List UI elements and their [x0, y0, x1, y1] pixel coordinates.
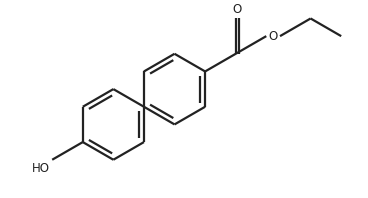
Text: O: O [268, 30, 277, 43]
Text: O: O [233, 3, 242, 15]
Text: HO: HO [32, 162, 50, 175]
